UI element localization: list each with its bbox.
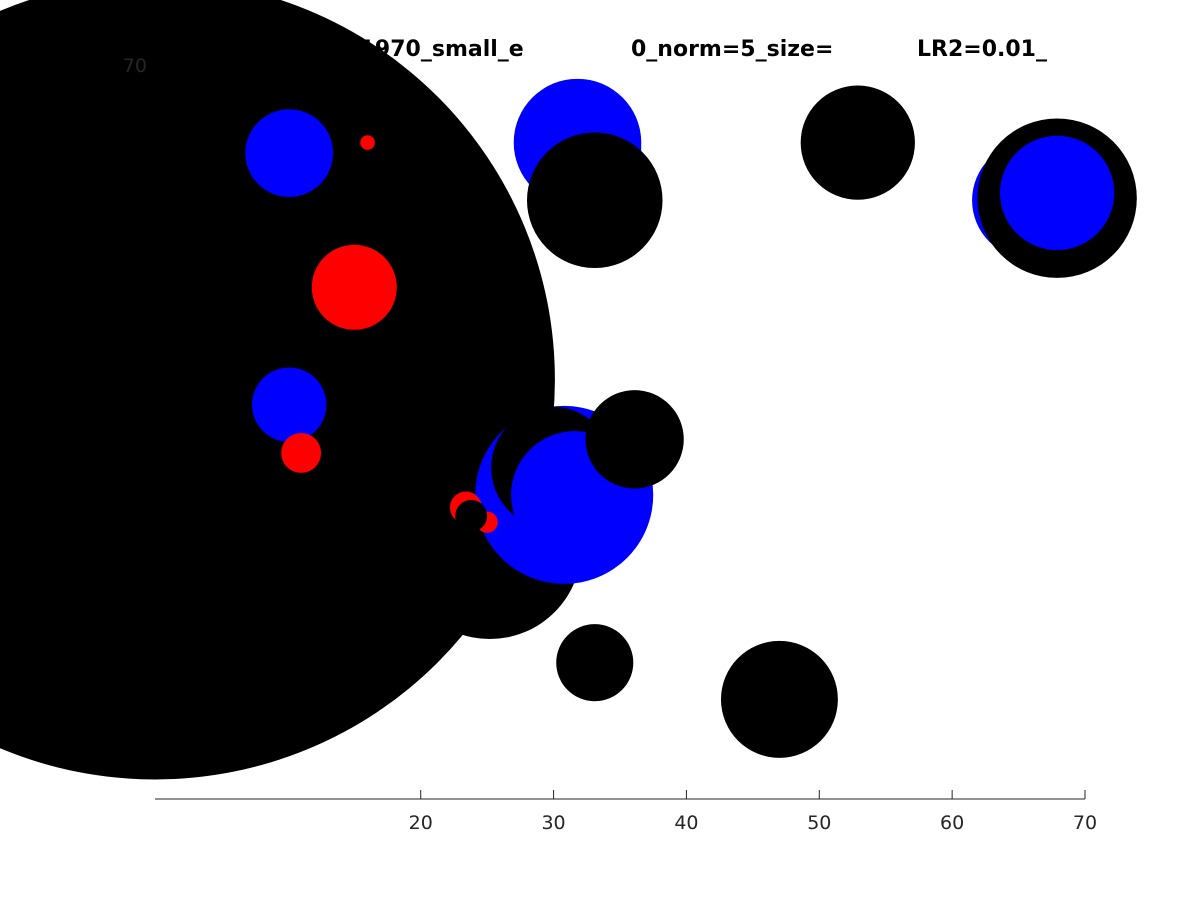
x-tick-label: 60 [940, 812, 964, 834]
scatter-point-red [311, 244, 397, 330]
scatter-point-red [360, 135, 375, 150]
scatter-point-black [370, 101, 453, 184]
x-tick-label: 30 [541, 812, 565, 834]
chart-title: year_2010vs1970_small_e [205, 37, 524, 62]
scatter-point-black [800, 85, 915, 200]
x-tick-label: 50 [807, 812, 831, 834]
x-tick-label: 70 [1073, 812, 1097, 834]
y-tick-label: 70 [123, 55, 147, 77]
scatter-point-black [720, 640, 838, 758]
scatter-point-red [281, 433, 322, 473]
x-tick-label: 20 [409, 812, 433, 834]
scatter-point-blue [999, 135, 1115, 251]
tick-labels: 20 30 40 50 60 70 70 [123, 55, 1097, 834]
chart-title-fragment-2: LR2=0.01_ [917, 37, 1047, 62]
scatter-point-black [585, 390, 684, 489]
scatter-points [0, 0, 1137, 780]
x-tick-label: 40 [674, 812, 698, 834]
scatter-point-blue [251, 367, 327, 442]
scatter-point-black [455, 499, 488, 532]
scatter-point-black [556, 624, 634, 702]
axes [155, 790, 1086, 800]
title-group: year_2010vs1970_small_e 0_norm=5_size= L… [205, 37, 1047, 62]
chart-title-fragment-1: 0_norm=5_size= [631, 37, 833, 62]
scatter-point-blue [245, 109, 334, 197]
scatter-point-black [527, 132, 663, 269]
